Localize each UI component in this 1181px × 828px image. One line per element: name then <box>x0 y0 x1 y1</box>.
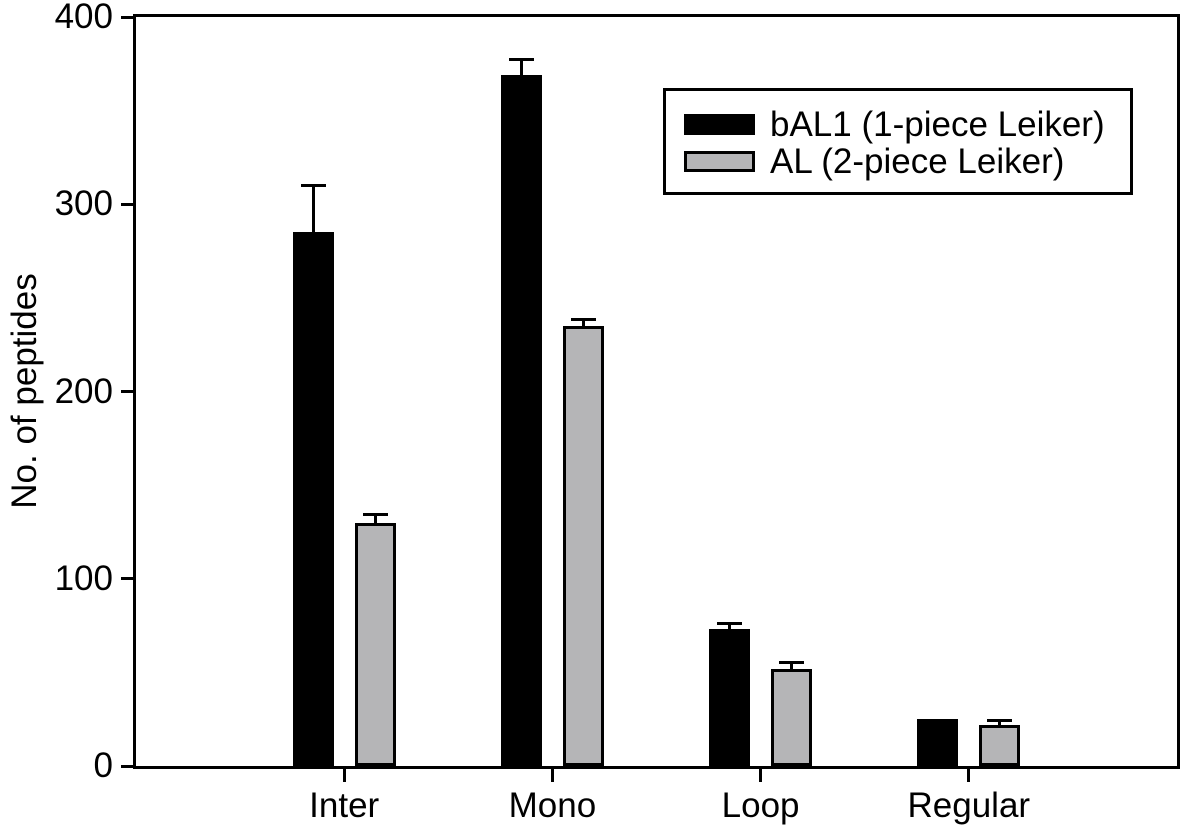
y-axis-tick <box>121 764 133 768</box>
error-bar-bal1-mono <box>519 58 523 77</box>
error-bar-cap-bal1-loop <box>717 621 743 625</box>
x-axis-tick <box>550 769 554 782</box>
error-bar-cap-bal1-inter <box>300 183 326 187</box>
error-bar-al-inter <box>373 513 377 524</box>
y-axis-tick-label: 200 <box>54 371 113 411</box>
error-bar-cap-al-mono <box>570 318 596 322</box>
x-axis-tick <box>342 769 346 782</box>
bar-bal1-loop <box>709 629 751 766</box>
error-bar-cap-al-inter <box>362 513 388 517</box>
bar-bal1-mono <box>500 75 542 766</box>
legend-swatch-bal1 <box>684 114 755 135</box>
error-bar-al-loop <box>790 661 794 670</box>
legend-item-bal1: bAL1 (1-piece Leiker) <box>684 106 1130 143</box>
y-axis-tick <box>121 202 133 206</box>
y-axis-tick-label: 0 <box>93 746 113 785</box>
y-axis-tick <box>121 577 133 581</box>
x-axis-label-mono: Mono <box>508 786 597 825</box>
error-bar-bal1-inter <box>311 183 315 234</box>
error-bar-cap-al-loop <box>779 661 805 665</box>
bar-bal1-regular <box>917 719 959 766</box>
y-axis-tick-label: 400 <box>54 0 113 36</box>
y-axis-tick-label: 100 <box>54 558 113 598</box>
legend: bAL1 (1-piece Leiker) AL (2-piece Leiker) <box>663 88 1133 195</box>
plot-area <box>121 14 1180 782</box>
error-bar-cap-bal1-mono <box>508 58 534 62</box>
x-axis-label-regular: Regular <box>907 786 1031 825</box>
bar-al-loop <box>771 668 813 766</box>
legend-item-al: AL (2-piece Leiker) <box>684 143 1130 180</box>
legend-label-al: AL (2-piece Leiker) <box>770 142 1065 181</box>
x-axis-tick <box>759 769 763 782</box>
y-axis-tick <box>121 390 133 393</box>
x-axis-tick <box>967 769 971 782</box>
bar-al-inter <box>354 522 396 766</box>
legend-swatch-al <box>684 151 755 172</box>
error-bar-al-mono <box>581 318 585 327</box>
y-axis-tick-label: 300 <box>54 184 113 224</box>
bar-al-mono <box>562 325 604 766</box>
error-bar-bal1-loop <box>728 621 732 631</box>
x-axis-label-inter: Inter <box>309 786 380 825</box>
bar-bal1-inter <box>292 232 334 766</box>
y-axis-tick <box>121 15 133 19</box>
error-bar-cap-al-regular <box>987 719 1013 723</box>
bar-al-regular <box>979 724 1021 766</box>
x-axis-label-loop: Loop <box>721 786 800 825</box>
error-bar-al-regular <box>998 719 1002 726</box>
legend-label-bal1: bAL1 (1-piece Leiker) <box>770 105 1105 144</box>
